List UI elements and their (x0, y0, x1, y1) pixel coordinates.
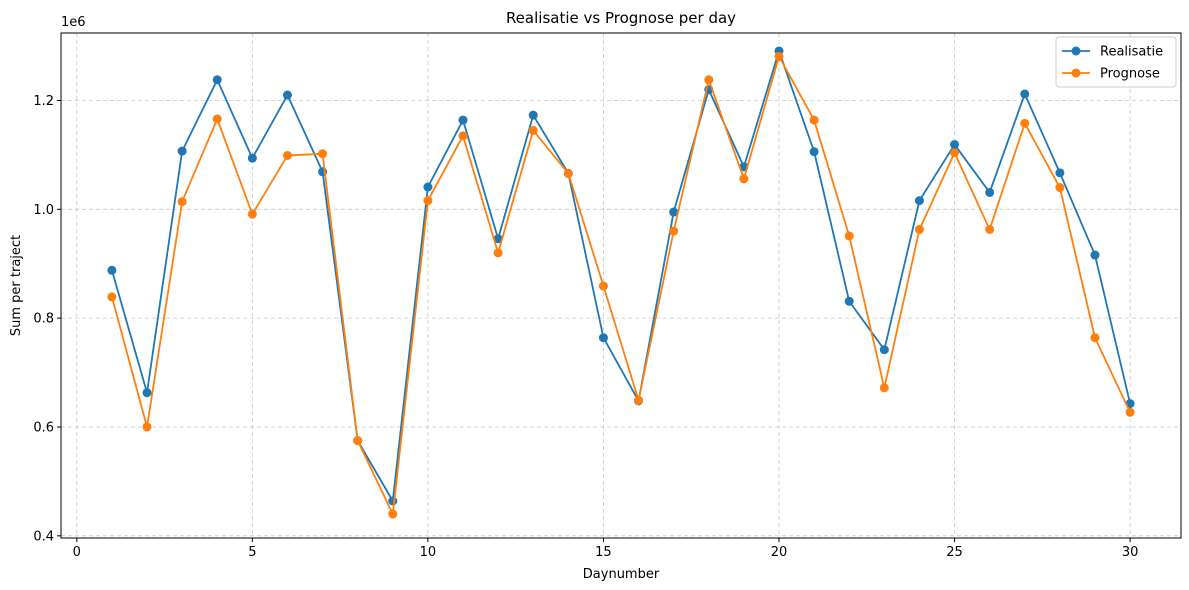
data-point-prognose (282, 150, 292, 160)
data-point-prognose (1020, 118, 1030, 128)
data-point-realisatie (598, 333, 608, 343)
y-tick-label: 1.0 (33, 203, 54, 218)
data-point-prognose (669, 226, 679, 236)
data-point-realisatie (282, 90, 292, 100)
x-axis-label: Daynumber (583, 567, 660, 582)
data-point-prognose (388, 509, 398, 519)
data-point-realisatie (950, 140, 960, 150)
data-point-prognose (1090, 333, 1100, 343)
data-point-prognose (879, 383, 889, 393)
data-point-realisatie (388, 496, 398, 506)
data-point-realisatie (528, 110, 538, 120)
y-tick-label: 1.2 (33, 94, 54, 109)
x-tick-label: 0 (73, 545, 81, 560)
data-point-prognose (950, 148, 960, 158)
data-point-prognose (914, 224, 924, 234)
data-point-prognose (528, 125, 538, 135)
y-axis-label: Sum per traject (9, 235, 24, 336)
data-point-realisatie (1055, 168, 1065, 178)
data-point-realisatie (247, 153, 257, 163)
data-point-realisatie (458, 115, 468, 125)
data-point-realisatie (423, 182, 433, 192)
data-point-prognose (107, 292, 117, 302)
plot-frame (60, 32, 1182, 539)
grid (61, 33, 1181, 538)
data-point-realisatie (107, 265, 117, 275)
data-point-prognose (353, 436, 363, 446)
y-tick-label: 0.6 (33, 420, 54, 435)
data-point-prognose (423, 196, 433, 206)
x-tick-label: 30 (1122, 545, 1139, 560)
data-point-prognose (1055, 183, 1065, 193)
legend-box (1055, 36, 1177, 88)
ticks: 0 5 10 15 20 25 30 0.4 0.6 0.8 1.0 1.2 (33, 94, 1138, 560)
y-tick-label: 0.8 (33, 312, 54, 327)
data-point-prognose (774, 51, 784, 61)
data-point-realisatie (985, 187, 995, 197)
data-point-realisatie (212, 75, 222, 85)
data-point-prognose (704, 75, 714, 85)
legend: Realisatie Prognose (1055, 36, 1177, 88)
data-point-prognose (177, 197, 187, 207)
x-tick-label: 25 (946, 545, 963, 560)
data-point-realisatie (914, 196, 924, 206)
data-point-prognose (809, 115, 819, 125)
x-tick-label: 15 (595, 545, 612, 560)
chart-title: Realisatie vs Prognose per day (506, 9, 736, 27)
data-point-prognose (493, 248, 503, 258)
data-point-prognose (212, 114, 222, 124)
data-point-prognose (634, 395, 644, 405)
data-point-realisatie (142, 388, 152, 398)
data-point-realisatie (844, 296, 854, 306)
data-point-prognose (318, 149, 328, 159)
x-tick-label: 5 (248, 545, 256, 560)
data-point-realisatie (879, 345, 889, 355)
series-realisatie (107, 46, 1135, 506)
series-line-realisatie (111, 50, 1131, 502)
series-layer (107, 46, 1135, 519)
data-point-realisatie (1020, 89, 1030, 99)
series-prognose (107, 51, 1135, 519)
y-tick-label: 0.4 (33, 529, 54, 544)
data-point-prognose (844, 231, 854, 241)
data-point-realisatie (669, 207, 679, 217)
data-point-prognose (985, 224, 995, 234)
y-axis-offset-label: 1e6 (61, 15, 86, 30)
legend-marker-prognose (1071, 68, 1081, 78)
data-point-realisatie (1090, 250, 1100, 260)
data-point-prognose (458, 131, 468, 141)
x-tick-label: 10 (420, 545, 437, 560)
legend-label-prognose: Prognose (1100, 67, 1160, 82)
data-point-prognose (247, 209, 257, 219)
data-point-realisatie (493, 234, 503, 244)
data-point-prognose (1125, 407, 1135, 417)
legend-label-realisatie: Realisatie (1100, 45, 1163, 60)
series-line-prognose (111, 55, 1131, 515)
data-point-realisatie (809, 147, 819, 157)
x-tick-label: 20 (771, 545, 788, 560)
data-point-prognose (739, 174, 749, 184)
data-point-prognose (598, 281, 608, 291)
data-point-realisatie (177, 146, 187, 156)
data-point-prognose (142, 422, 152, 432)
data-point-prognose (563, 168, 573, 178)
legend-marker-realisatie (1071, 46, 1081, 56)
